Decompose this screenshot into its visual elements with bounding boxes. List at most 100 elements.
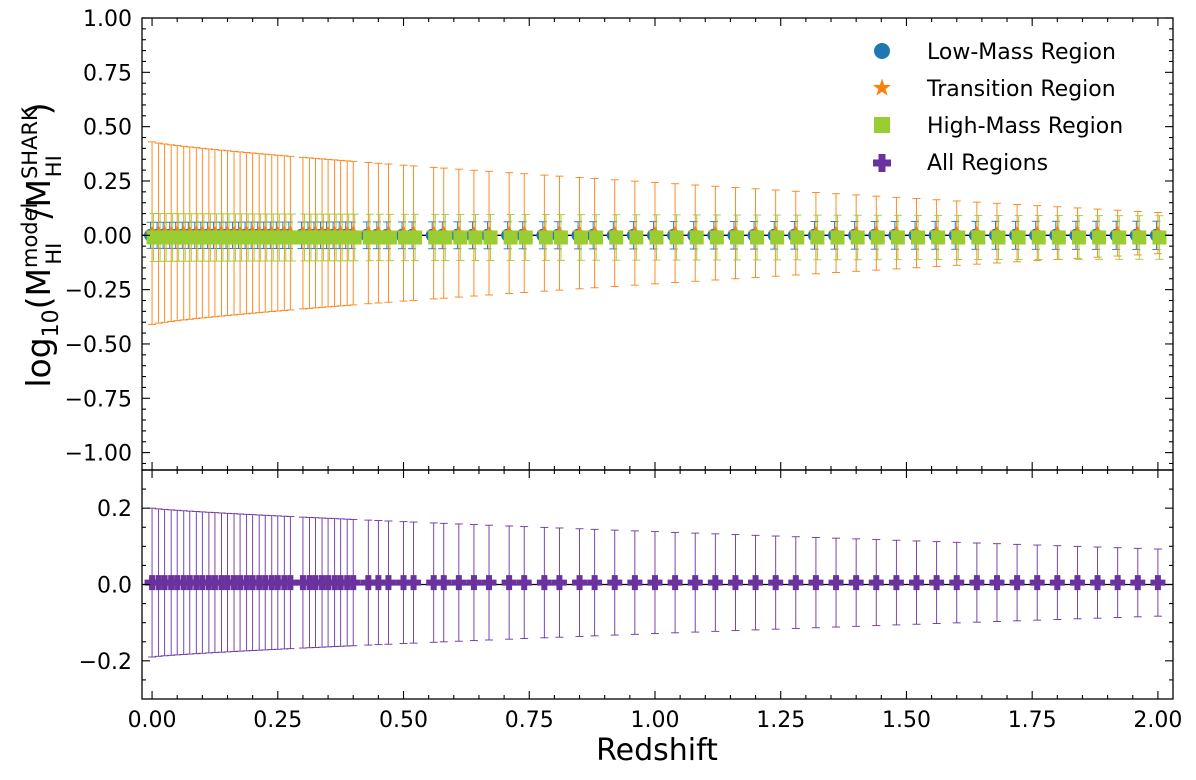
bottom-y-tick-label: −0.2 (79, 650, 132, 675)
legend-label-high: High-Mass Region (927, 114, 1123, 139)
point-all (808, 575, 824, 591)
point-all (406, 575, 422, 591)
point-all (929, 575, 945, 591)
top-panel-marks (142, 141, 1173, 325)
x-tick-label: 0.00 (128, 708, 177, 733)
point-high (468, 230, 483, 245)
x-axis-label: Redshift (596, 733, 718, 768)
point-high (453, 230, 468, 245)
point-high (830, 230, 845, 245)
x-tick-label: 2.00 (1133, 708, 1182, 733)
point-all (868, 575, 884, 591)
top-y-tick-label: −0.75 (65, 387, 132, 412)
point-high (729, 230, 744, 245)
point-high (629, 230, 644, 245)
legend-marker-high (874, 117, 890, 133)
point-high (574, 230, 589, 245)
top-y-tick-label: 0.75 (83, 61, 132, 86)
x-tick-label: 1.00 (630, 708, 679, 733)
point-all (396, 575, 412, 591)
point-high (649, 230, 664, 245)
point-all (627, 575, 643, 591)
point-all (909, 575, 925, 591)
point-high (911, 230, 926, 245)
legend-label-transition: Transition Region (926, 77, 1116, 102)
point-all (667, 575, 683, 591)
axes: 0.00 0.25 0.50 0.75 1.00 1.25 1.50 1.75 2.00 −1.0… (65, 7, 1183, 733)
bottom-y-tick-label: 0.2 (97, 497, 132, 522)
top-y-tick-label: 0.00 (83, 224, 132, 249)
point-all (572, 575, 588, 591)
legend-marker-all (873, 154, 891, 172)
point-high (538, 230, 553, 245)
point-all (989, 575, 1005, 591)
y-axis-label-hi2: HI (42, 155, 66, 177)
x-tick-label: 1.50 (882, 708, 931, 733)
legend-label-all: All Regions (927, 151, 1048, 176)
point-high (669, 230, 684, 245)
y-axis-label-slash: /M (19, 179, 58, 219)
point-high (503, 230, 518, 245)
point-all (1029, 575, 1045, 591)
top-y-tick-label: −0.50 (65, 333, 132, 358)
point-all (888, 575, 904, 591)
point-high (408, 230, 423, 245)
y-axis-label-model: model (18, 203, 42, 268)
point-all (607, 575, 623, 591)
point-high (483, 230, 498, 245)
point-high (518, 230, 533, 245)
y-axis-label: log10(MmodelHI/MSHARKHI) (18, 102, 66, 387)
y-axis-label-log-sub: 10 (39, 309, 64, 337)
point-high (1132, 230, 1147, 245)
point-all (768, 575, 784, 591)
y-axis-label-m: M (19, 268, 58, 296)
point-high (790, 230, 805, 245)
point-high (971, 230, 986, 245)
point-all (707, 575, 723, 591)
point-high (1031, 230, 1046, 245)
point-all (426, 575, 442, 591)
x-tick-label: 0.25 (253, 708, 302, 733)
point-all (536, 575, 552, 591)
point-all (466, 575, 482, 591)
top-y-tick-label: 0.25 (83, 170, 132, 195)
point-all (949, 575, 965, 591)
y-axis-label-shark: SHARK (18, 106, 42, 179)
point-all (727, 575, 743, 591)
point-all (848, 575, 864, 591)
top-y-tick-label: 0.50 (83, 116, 132, 141)
x-tick-label: 0.75 (505, 708, 554, 733)
x-tick-label: 1.25 (756, 708, 805, 733)
point-high (770, 230, 785, 245)
y-axis-label-hi1: HI (42, 243, 66, 265)
point-all (551, 575, 567, 591)
point-all (1009, 575, 1025, 591)
point-all (360, 575, 376, 591)
point-high (609, 230, 624, 245)
point-all (1049, 575, 1065, 591)
point-all (1130, 575, 1146, 591)
point-all (1150, 575, 1166, 591)
point-all (969, 575, 985, 591)
point-high (750, 230, 765, 245)
point-all (1110, 575, 1126, 591)
point-high (382, 230, 397, 245)
point-high (810, 230, 825, 245)
legend-label-low: Low-Mass Region (927, 40, 1116, 65)
point-all (1069, 575, 1085, 591)
point-high (347, 230, 362, 245)
point-high (284, 230, 299, 245)
x-tick-label: 0.50 (379, 708, 428, 733)
point-high (689, 230, 704, 245)
point-all (748, 575, 764, 591)
point-high (1051, 230, 1066, 245)
point-all (788, 575, 804, 591)
point-high (931, 230, 946, 245)
bottom-panel-marks (142, 507, 1173, 658)
point-all (828, 575, 844, 591)
point-high (1092, 230, 1107, 245)
point-all (1090, 575, 1106, 591)
point-high (709, 230, 724, 245)
point-all (516, 575, 532, 591)
point-all (481, 575, 497, 591)
